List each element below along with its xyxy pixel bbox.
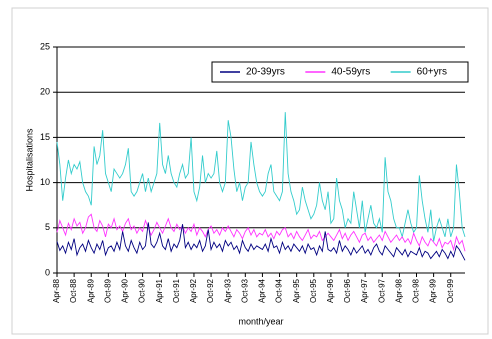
x-axis-label: month/year [238,316,283,326]
legend-box [211,61,469,83]
x-tick-label: Oct-89 [103,278,112,303]
x-tick-label: Apr-93 [223,278,232,303]
y-tick-label: 0 [45,267,50,277]
x-tick-label: Apr-88 [52,278,61,303]
x-tick-label: Oct-97 [377,278,386,303]
x-tick-label: Oct-93 [240,278,249,303]
y-tick-label: 20 [40,87,50,97]
y-tick-label: 5 [45,222,50,232]
legend-label: 40-59yrs [331,67,370,78]
x-tick-label: Apr-95 [292,278,301,303]
series-line [56,112,466,242]
x-tick-label: Apr-92 [189,278,198,303]
y-tick-label: 15 [40,132,50,142]
x-tick-label: Apr-96 [326,278,335,303]
legend-label: 60+yrs [417,67,447,78]
x-tick-label: Apr-98 [394,278,403,303]
legend-label: 20-39yrs [246,67,285,78]
x-tick-label: Oct-92 [206,278,215,303]
x-tick-label: Apr-89 [86,278,95,303]
x-tick-label: Oct-90 [138,278,147,303]
series-line [56,222,466,261]
x-tick-label: Apr-90 [121,278,130,303]
x-tick-label: Oct-91 [172,278,181,303]
x-tick-label: Oct-99 [446,278,455,303]
x-tick-label: Oct-96 [343,278,352,303]
x-tick-label: Oct-94 [275,278,284,303]
x-tick-label: Apr-97 [360,278,369,303]
x-tick-label: Apr-91 [155,278,164,303]
x-tick-label: Apr-94 [258,278,267,303]
x-tick-label: Apr-99 [429,278,438,303]
chart-border [11,7,489,335]
y-axis-label: Hospitalisations [24,128,34,192]
y-tick-label: 10 [40,177,50,187]
series-line [56,213,466,252]
x-tick-label: Oct-95 [309,278,318,303]
x-tick-label: Oct-88 [69,278,78,303]
x-tick-label: Oct-98 [412,278,421,303]
y-tick-label: 25 [40,41,50,51]
